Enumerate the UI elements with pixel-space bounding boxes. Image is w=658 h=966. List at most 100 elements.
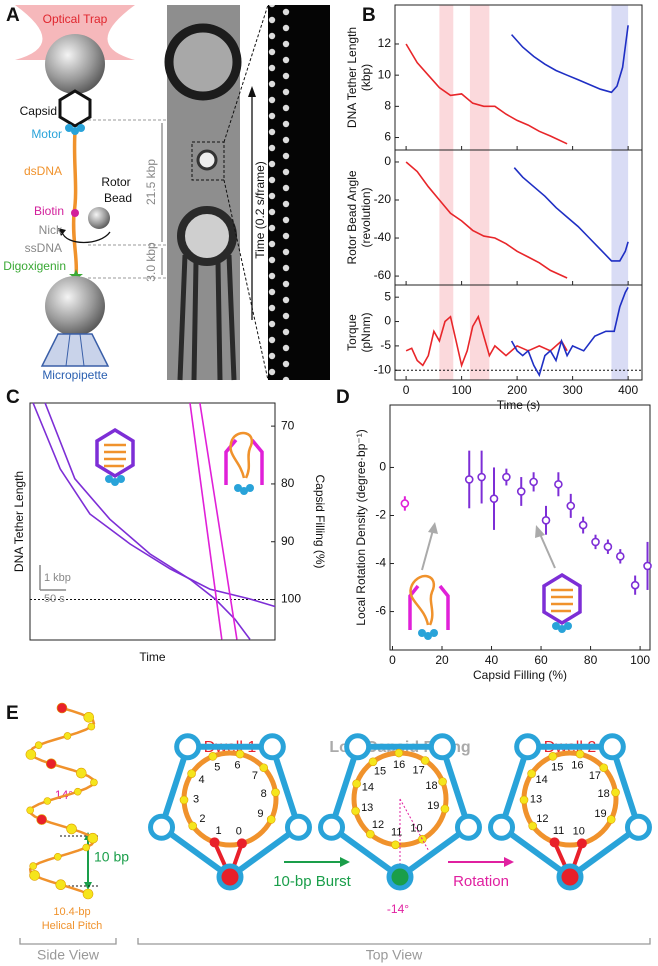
y2-tick-label: 100 — [281, 592, 301, 606]
data-line — [189, 402, 223, 640]
base-number: 2 — [199, 813, 205, 825]
point — [630, 580, 640, 590]
y-tick-label: -40 — [374, 230, 392, 244]
base — [63, 732, 72, 740]
label: 10-bp Burst — [273, 873, 351, 890]
base — [438, 777, 447, 786]
base — [82, 888, 94, 900]
base — [56, 702, 68, 714]
portal-vertex — [284, 813, 312, 841]
data-line — [44, 402, 251, 640]
base-number: 13 — [361, 802, 373, 814]
x-tick-label: 60 — [534, 653, 548, 667]
label: Bead — [104, 191, 132, 205]
y-tick-label: -5 — [380, 338, 391, 352]
y-tick-label: 6 — [384, 130, 391, 144]
portal-vertex — [344, 733, 372, 761]
point — [502, 472, 511, 482]
portal-vertex — [428, 733, 456, 761]
data-line — [199, 402, 238, 640]
base — [87, 832, 99, 844]
base — [391, 840, 400, 850]
data-line — [511, 25, 629, 94]
portal-vertex — [454, 813, 482, 841]
base — [351, 806, 360, 816]
contact-base — [236, 838, 247, 849]
base — [208, 752, 218, 761]
panel-label: D — [336, 387, 350, 408]
base-number: 3 — [193, 794, 199, 806]
portal-pentagon — [327, 743, 473, 881]
y2-tick-label: 80 — [281, 476, 295, 490]
capsid-icon — [95, 427, 264, 495]
base-number: 18 — [425, 780, 437, 792]
x-tick-label: 100 — [630, 653, 650, 667]
portal-pentagon — [497, 743, 643, 881]
x-tick-label: 400 — [618, 383, 638, 397]
base — [179, 795, 189, 805]
scale-label: 50 s — [44, 593, 65, 605]
base-number: 10 — [573, 826, 585, 838]
base-number: 17 — [412, 764, 424, 776]
y-tick-label: 5 — [384, 289, 391, 303]
portal-vertex — [514, 733, 542, 761]
base-number: 18 — [598, 788, 610, 800]
base-number: 17 — [589, 770, 601, 782]
plot-frame — [29, 402, 276, 641]
shaded-region — [469, 285, 490, 380]
x-tick-label: 200 — [507, 383, 527, 397]
y-tick-label: 0 — [384, 314, 391, 328]
base — [29, 862, 37, 870]
point — [464, 475, 474, 484]
point — [489, 494, 499, 503]
panel-label: E — [6, 703, 19, 724]
y-axis-label: DNA Tether Length — [345, 27, 359, 128]
base — [271, 788, 280, 797]
base-number: 6 — [234, 760, 240, 772]
point — [643, 561, 652, 571]
label: dsDNA — [24, 164, 62, 178]
point — [477, 472, 486, 482]
base-number: 15 — [551, 761, 563, 773]
label: Rotor — [101, 175, 130, 189]
base — [611, 788, 620, 797]
base — [519, 795, 529, 805]
base — [528, 821, 537, 831]
y-tick-label: 0 — [384, 154, 391, 168]
base — [43, 797, 52, 805]
y-tick-label: 10 — [378, 67, 392, 81]
data-line — [32, 402, 276, 608]
contact-base — [549, 837, 560, 848]
data-line — [405, 314, 568, 369]
portal-vertex — [598, 733, 626, 761]
y-tick-label: -60 — [374, 268, 392, 282]
shaded-region — [469, 5, 490, 150]
base — [599, 763, 609, 773]
base-number: 11 — [553, 825, 564, 837]
y-tick-label: 12 — [378, 36, 392, 50]
label: Nick — [39, 223, 63, 237]
y-tick-label: 0 — [379, 460, 386, 474]
point — [400, 499, 410, 508]
label: ssDNA — [25, 241, 62, 255]
contact-base — [209, 837, 220, 848]
y-tick-label: -20 — [374, 192, 392, 206]
label: 3.0 kbp — [144, 242, 158, 282]
contact-base — [576, 838, 587, 849]
y-axis-label: Local Rotation Density (degree·bp⁻¹) — [354, 429, 368, 625]
base-number: 10 — [410, 823, 422, 835]
shaded-region — [611, 150, 629, 285]
base-number: 16 — [571, 760, 583, 772]
point — [578, 520, 588, 530]
base — [82, 843, 91, 852]
base — [55, 879, 67, 891]
y-axis-label: Rotor Bead Angle — [345, 170, 359, 264]
y-axis-label: (revolution) — [359, 187, 373, 247]
plot-frame — [394, 4, 643, 151]
base — [25, 749, 37, 760]
data-line — [405, 43, 568, 145]
portal-vertex — [148, 813, 176, 841]
shaded-region — [469, 150, 490, 285]
base-number: 12 — [372, 819, 384, 831]
base — [187, 769, 196, 778]
